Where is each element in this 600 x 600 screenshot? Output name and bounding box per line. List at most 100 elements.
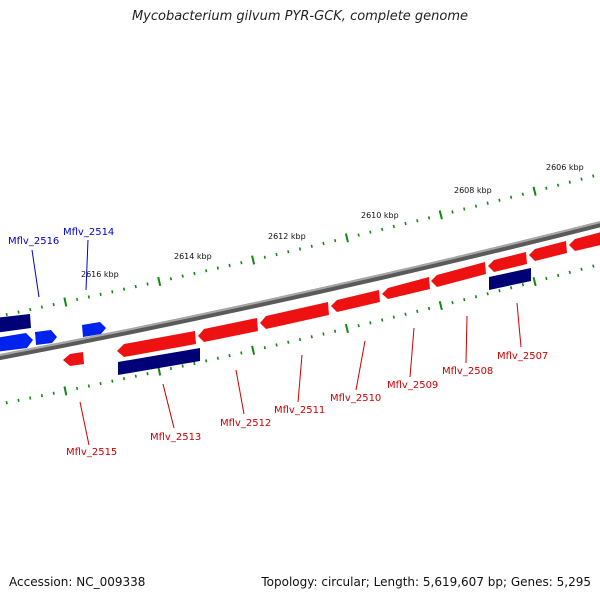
outer-tick-18 xyxy=(205,269,208,273)
inner-tick-36 xyxy=(416,309,419,314)
inner-tick-46 xyxy=(532,277,537,287)
inner-tick-6 xyxy=(63,386,68,396)
outer-tick-6 xyxy=(63,297,68,307)
inner-tick-15 xyxy=(169,366,173,371)
inner-tick-48 xyxy=(556,273,560,278)
gene-feature-Mflv_2516[interactable] xyxy=(0,333,33,352)
outer-tick-31 xyxy=(357,233,360,237)
outer-tick-1 xyxy=(5,312,8,317)
inner-tick-20 xyxy=(228,353,231,358)
inner-tick-45 xyxy=(521,282,525,287)
inner-tick-10 xyxy=(111,379,114,383)
inner-tick-39 xyxy=(451,300,454,305)
outer-tick-51 xyxy=(592,174,595,178)
gene-feature-Mflv_2507[interactable] xyxy=(488,252,527,272)
inner-tick-32 xyxy=(369,321,372,325)
outer-tick-2 xyxy=(17,310,20,314)
gene-feature-Mflv_2514[interactable] xyxy=(82,322,106,337)
outer-tick-27 xyxy=(310,244,313,248)
gene-feature-dark-left[interactable] xyxy=(0,314,31,333)
kbp-label-2608: 2608 kbp xyxy=(454,186,492,195)
outer-tick-35 xyxy=(404,221,407,226)
inner-tick-17 xyxy=(193,361,196,366)
gene-feature-blue-small[interactable] xyxy=(35,330,57,345)
kbp-label-2614: 2614 kbp xyxy=(174,252,212,261)
inner-tick-38 xyxy=(438,300,443,311)
gene-label-Mflv_2512: Mflv_2512 xyxy=(220,418,271,429)
outer-tick-36 xyxy=(416,219,419,223)
inner-tick-4 xyxy=(40,394,43,398)
inner-tick-3 xyxy=(29,396,32,400)
inner-tick-7 xyxy=(76,386,79,391)
topology-text: Topology: circular; Length: 5,619,607 bp… xyxy=(261,575,591,589)
inner-tick-42 xyxy=(486,292,489,296)
inner-tick-1 xyxy=(5,401,8,405)
outer-tick-25 xyxy=(287,250,290,254)
gene-feature-Mflv_2513[interactable] xyxy=(117,331,196,357)
outer-tick-16 xyxy=(181,274,184,278)
gene-feature-red-right-1[interactable] xyxy=(529,241,567,261)
inner-tick-40 xyxy=(463,298,466,302)
gene-feature-red-right-2[interactable] xyxy=(569,231,600,251)
outer-tick-13 xyxy=(146,282,149,286)
outer-tick-45 xyxy=(521,192,525,196)
outer-tick-37 xyxy=(427,216,431,220)
outer-tick-49 xyxy=(568,180,571,184)
genome-backbone xyxy=(0,221,600,361)
inner-tick-41 xyxy=(474,295,478,299)
gene-feature-Mflv_2515[interactable] xyxy=(63,352,84,366)
inner-tick-33 xyxy=(381,318,384,322)
outer-tick-43 xyxy=(498,198,501,202)
inner-tick-16 xyxy=(181,364,184,368)
inner-tick-35 xyxy=(404,312,407,316)
inner-tick-31 xyxy=(357,324,360,328)
gene-feature-Mflv_2510[interactable] xyxy=(331,290,380,312)
outer-tick-12 xyxy=(134,284,137,289)
gene-label-Mflv_2513: Mflv_2513 xyxy=(150,432,201,443)
gene-label-Mflv_2511: Mflv_2511 xyxy=(274,405,325,416)
outer-tick-48 xyxy=(556,183,560,187)
gene-label-Mflv_2514: Mflv_2514 xyxy=(63,227,114,238)
outer-tick-track xyxy=(5,174,595,317)
outer-tick-24 xyxy=(275,252,278,257)
gene-feature-Mflv_2509[interactable] xyxy=(382,277,430,299)
outer-tick-20 xyxy=(228,263,231,268)
inner-tick-50 xyxy=(580,267,583,271)
kbp-label-2612: 2612 kbp xyxy=(268,232,306,241)
gene-feature-Mflv_2508[interactable] xyxy=(431,262,486,287)
gene-feature-Mflv_2511[interactable] xyxy=(260,302,329,329)
inner-tick-2 xyxy=(17,398,20,402)
inner-tick-9 xyxy=(99,381,102,386)
genome-backbone-highlight xyxy=(0,221,600,357)
outer-tick-21 xyxy=(240,261,243,265)
outer-tick-19 xyxy=(216,266,219,270)
outer-tick-4 xyxy=(40,305,43,309)
gene-label-Mflv_2509: Mflv_2509 xyxy=(387,380,438,391)
leader-lines xyxy=(31,239,522,446)
inner-tick-34 xyxy=(392,315,395,319)
gene-feature-Mflv_2512[interactable] xyxy=(198,318,258,342)
outer-tick-42 xyxy=(486,201,489,205)
inner-tick-28 xyxy=(322,332,325,336)
outer-tick-29 xyxy=(334,239,337,243)
outer-tick-8 xyxy=(87,295,90,299)
inner-tick-51 xyxy=(592,264,595,268)
inner-tick-track xyxy=(5,264,595,405)
outer-tick-47 xyxy=(545,186,548,190)
inner-tick-47 xyxy=(545,276,548,281)
outer-tick-5 xyxy=(52,302,55,307)
gene-label-Mflv_2508: Mflv_2508 xyxy=(442,366,493,377)
outer-tick-28 xyxy=(322,241,325,246)
outer-tick-50 xyxy=(580,177,583,181)
inner-tick-43 xyxy=(498,289,501,293)
inner-tick-19 xyxy=(216,356,219,360)
gene-feature-dark-2513[interactable] xyxy=(118,348,200,375)
outer-tick-32 xyxy=(369,230,372,234)
reverse-features xyxy=(63,231,600,375)
outer-tick-34 xyxy=(392,224,395,229)
outer-tick-10 xyxy=(111,290,114,294)
outer-tick-38 xyxy=(438,210,443,220)
forward-features xyxy=(0,314,106,352)
gene-feature-dark-2507[interactable] xyxy=(489,268,531,290)
inner-tick-24 xyxy=(275,343,278,347)
